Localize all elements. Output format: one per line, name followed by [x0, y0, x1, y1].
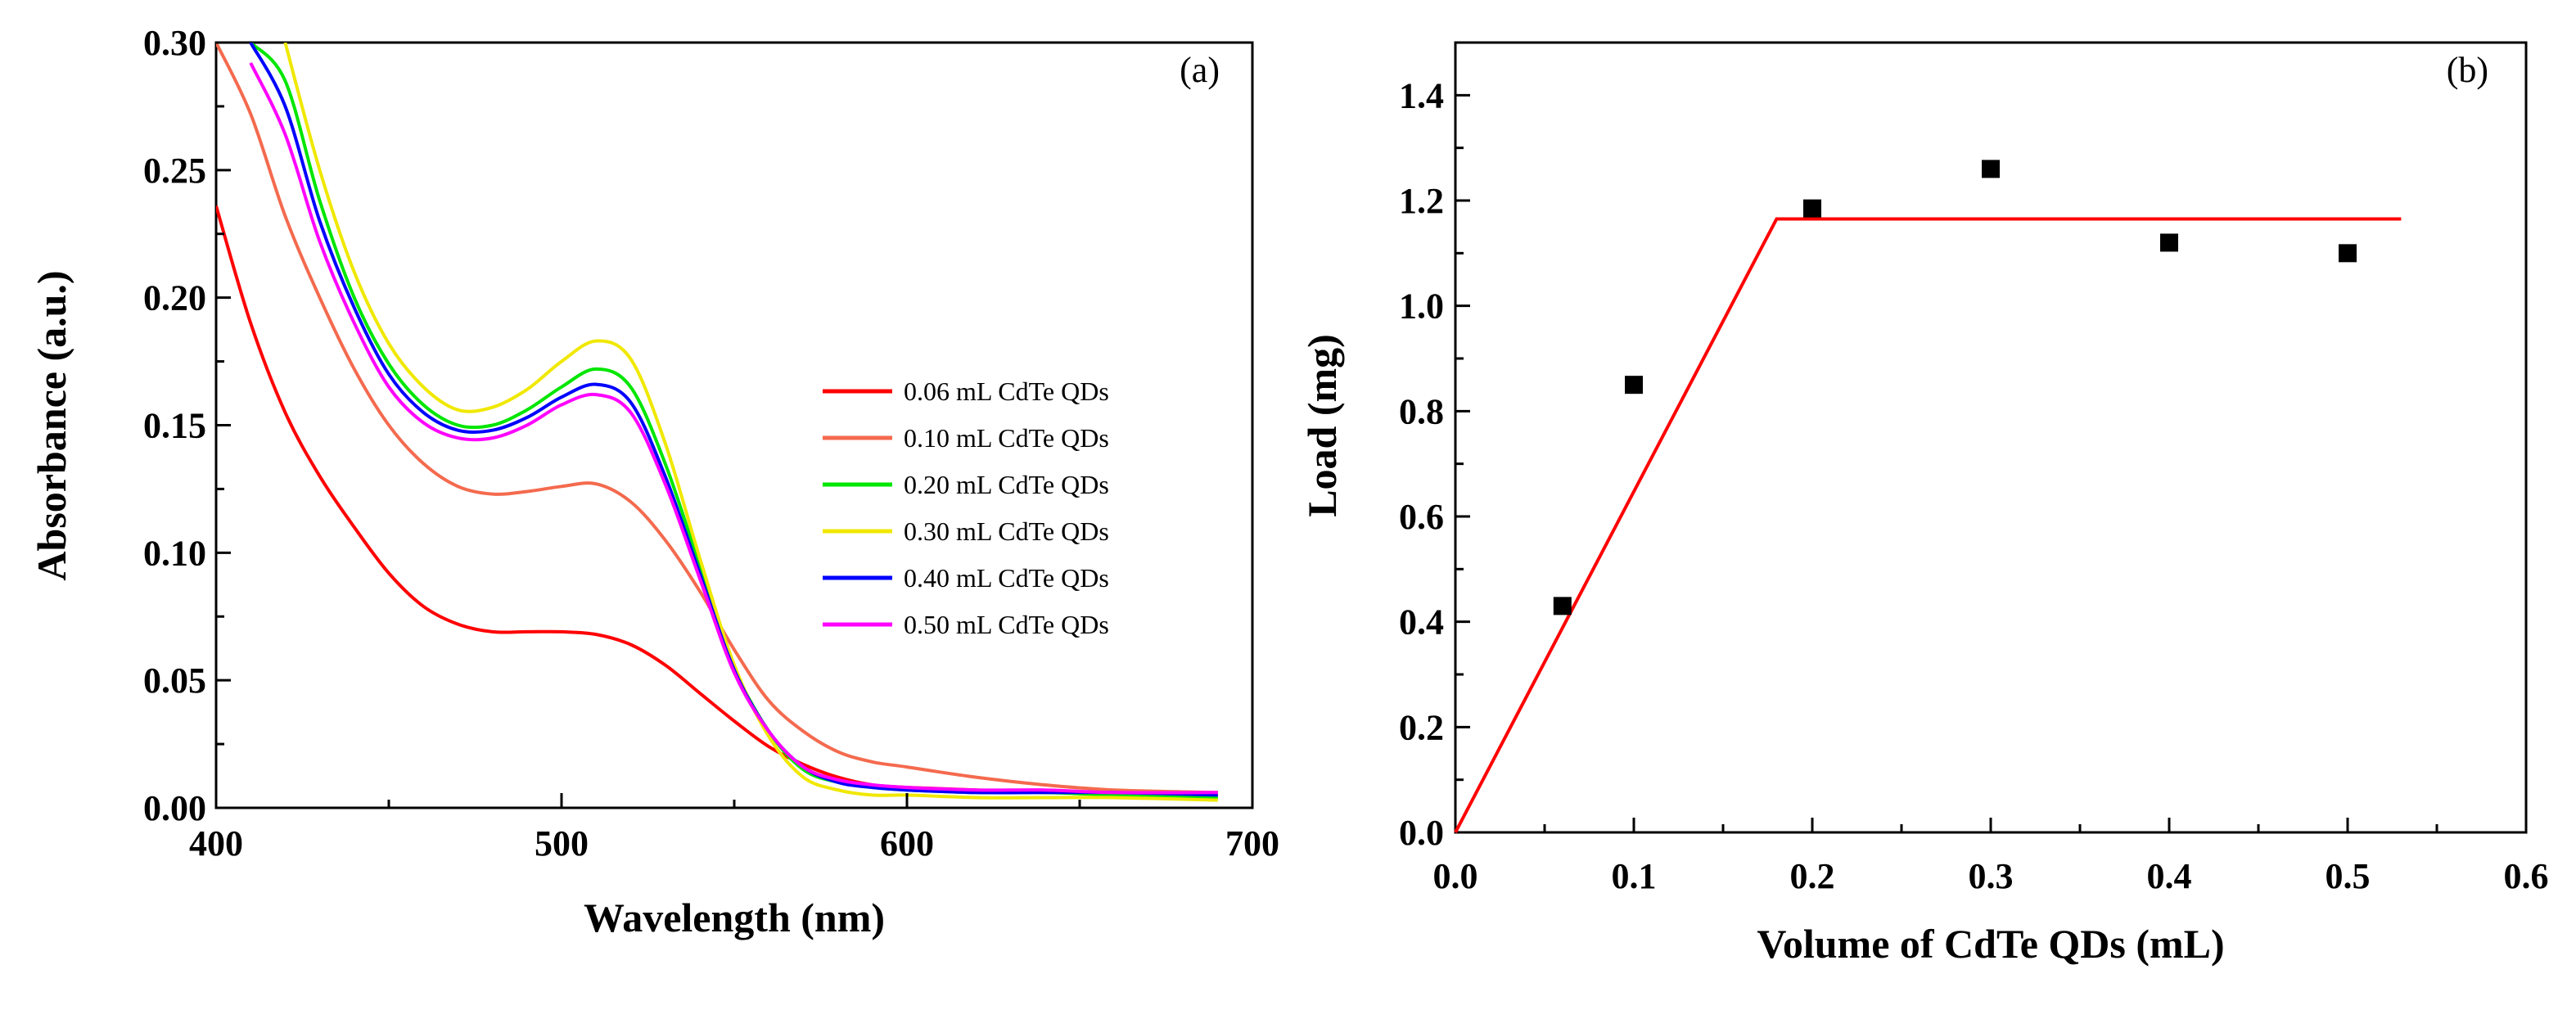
legend-label-5: 0.50 mL CdTe QDs [904, 610, 1109, 639]
panel-b-label: (b) [2447, 50, 2488, 90]
legend-label-3: 0.30 mL CdTe QDs [904, 516, 1109, 546]
panel-a-absorbance-chart: 400 500 600 700 0.00 0.05 0.10 0.15 0.20 0.25 0.30… [29, 23, 1279, 940]
panel-a-y-tick-label: 0.25 [143, 151, 206, 191]
panel-a-y-tick-label: 0.00 [143, 788, 206, 828]
panel-b-y-tick-label: 0.4 [1399, 602, 1444, 643]
panel-a-series-line-4 [249, 43, 1218, 797]
panel-b-x-tick-label: 0.5 [2326, 856, 2371, 896]
panel-b-data-point-4 [2160, 233, 2178, 252]
panel-a-x-tick-label: 700 [1225, 823, 1279, 863]
panel-a-y-tick-label: 0.30 [143, 23, 206, 63]
panel-a-x-tick-label: 500 [535, 823, 589, 863]
panel-b-data-point-5 [2339, 244, 2357, 263]
panel-a-y-tick-label: 0.10 [143, 533, 206, 573]
panel-a-y-tick-label: 0.20 [143, 278, 206, 318]
panel-b-y-tick-label: 0.0 [1399, 813, 1444, 853]
panel-b-y-tick-label: 0.6 [1399, 497, 1444, 537]
panel-b-x-tick-label: 0.6 [2504, 856, 2549, 896]
panel-a-y-tick-label: 0.15 [143, 406, 206, 446]
panel-b-data-point-3 [1982, 160, 2000, 178]
panel-a-series-line-2 [249, 43, 1218, 800]
panel-a-y-axis-title: Absorbance (a.u.) [29, 270, 74, 580]
panel-b-x-axis-title: Volume of CdTe QDs (mL) [1757, 921, 2224, 967]
panel-b-y-tick-label: 1.4 [1399, 75, 1444, 115]
panel-b-y-axis-title: Load (mg) [1299, 334, 1345, 517]
panel-b-fit-line [1454, 217, 2402, 833]
panel-a-series-line-1 [216, 43, 1218, 795]
panel-b-x-tick-label: 0.0 [1433, 856, 1478, 896]
panel-b-x-tick-label: 0.3 [1969, 856, 2014, 896]
panel-a-label: (a) [1180, 50, 1220, 90]
legend-label-1: 0.10 mL CdTe QDs [904, 423, 1109, 453]
panel-b-data-point-1 [1625, 376, 1643, 395]
panel-a-x-axis-title: Wavelength (nm) [584, 895, 885, 940]
panel-b-y-tick-label: 0.2 [1399, 707, 1444, 747]
legend-label-2: 0.20 mL CdTe QDs [904, 470, 1109, 499]
panel-b-y-tick-label: 1.2 [1399, 181, 1444, 221]
panel-b-y-tick-label: 0.8 [1399, 391, 1444, 431]
panel-a-legend: 0.06 mL CdTe QDs 0.10 mL CdTe QDs 0.20 mL … [823, 376, 1109, 639]
panel-b-x-tick-label: 0.1 [1612, 856, 1657, 896]
panel-a-series-line-3 [283, 43, 1218, 802]
panel-b-data-point-0 [1553, 597, 1572, 615]
panel-a-series-line-0 [216, 205, 1218, 797]
legend-label-0: 0.06 mL CdTe QDs [904, 376, 1109, 406]
panel-b-x-tick-label: 0.4 [2147, 856, 2192, 896]
panel-a-y-tick-label: 0.05 [143, 661, 206, 701]
panel-a-series-line-5 [249, 62, 1218, 795]
panel-b-x-tick-label: 0.2 [1790, 856, 1835, 896]
panel-b-load-chart: 0.0 0.1 0.2 0.3 0.4 0.5 0.6 0.0 0.2 0.4 0.6 0.8 1.0 1… [1299, 41, 2549, 967]
panel-b-y-tick-label: 1.0 [1399, 286, 1444, 327]
panel-b-data-point-2 [1803, 199, 1821, 218]
legend-label-4: 0.40 mL CdTe QDs [904, 563, 1109, 593]
panel-a-x-tick-label: 400 [189, 823, 243, 863]
panel-a-x-tick-label: 600 [880, 823, 934, 863]
